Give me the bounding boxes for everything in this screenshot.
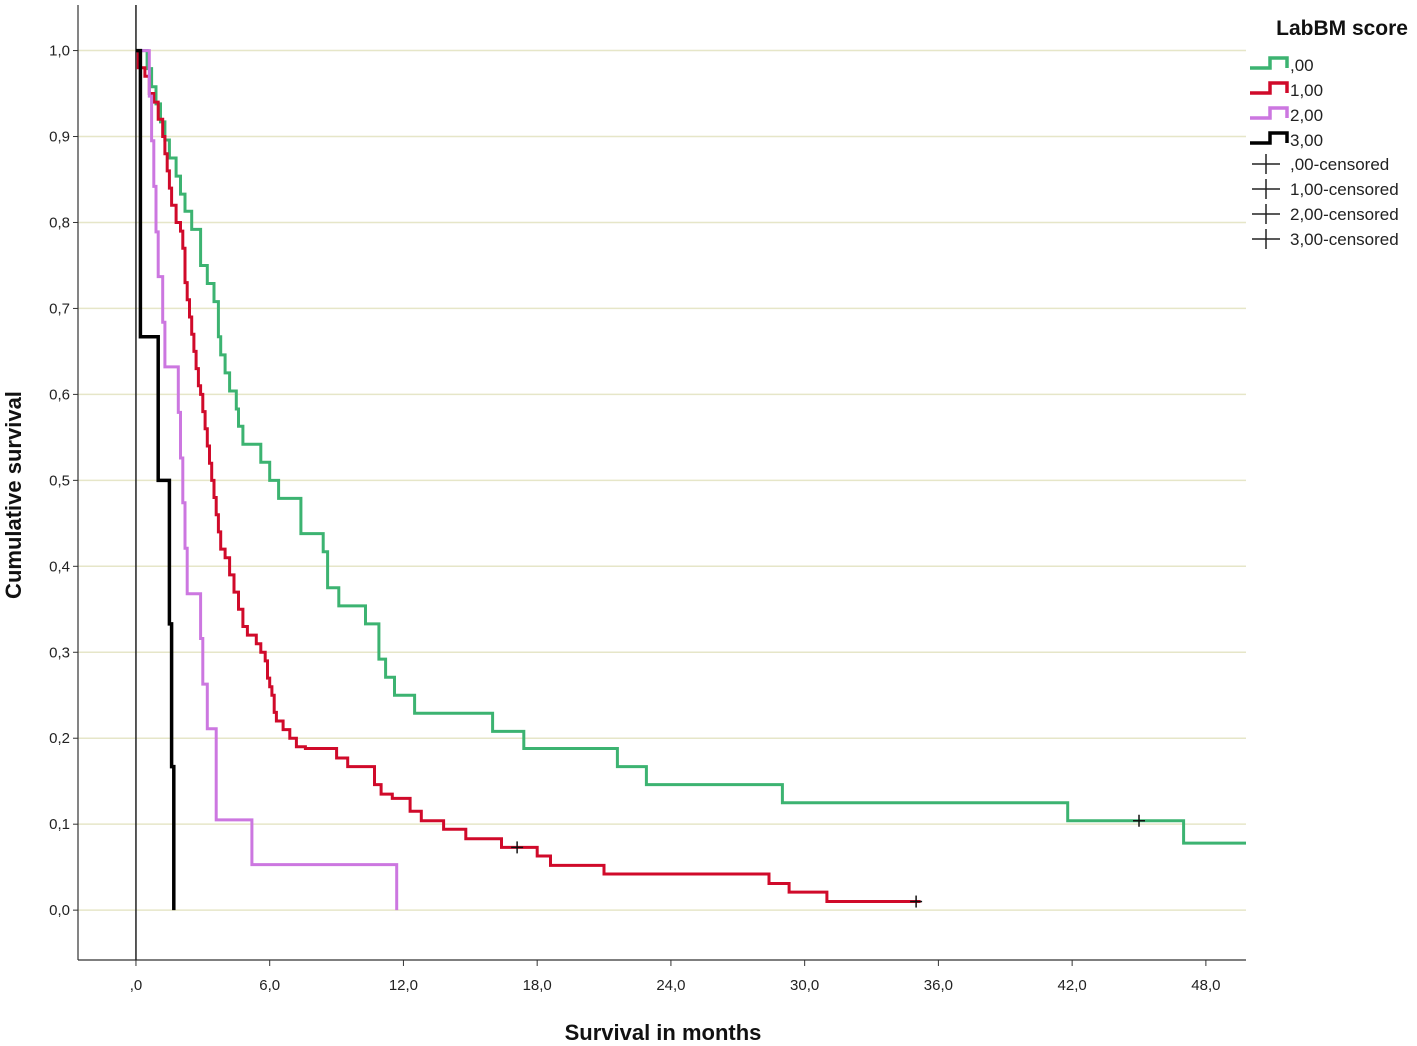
survival-curve-series-3 [136, 48, 176, 911]
legend-label: 1,00 [1290, 81, 1323, 100]
censored-marker [1133, 814, 1146, 827]
grid-lines [78, 49, 1246, 911]
x-tick-label: ,0 [130, 977, 143, 994]
legend-swatch [1250, 106, 1289, 120]
x-tick-label: 36,0 [924, 977, 953, 994]
y-tick-label: 1,0 [49, 43, 70, 60]
legend-swatch [1250, 81, 1289, 95]
x-tick-label: 12,0 [389, 977, 418, 994]
legend-item-censored-2: 2,00-censored [1252, 204, 1399, 224]
y-tick-label: 0,3 [49, 644, 70, 661]
y-tick-label: 0,8 [49, 214, 70, 231]
survival-curve-series-1 [136, 49, 921, 903]
legend-item-censored-1: 1,00-censored [1252, 179, 1399, 199]
x-axis-title: Survival in months [565, 1020, 762, 1045]
y-tick-label: 0,7 [49, 300, 70, 317]
legend-label: 2,00-censored [1290, 205, 1399, 224]
legend-label: 2,00 [1290, 106, 1323, 125]
survival-curve-series-0 [136, 49, 1246, 845]
legend: LabBM score ,00 1,00 2,00 3,00 ,00-censored 1… [1250, 17, 1408, 249]
legend-swatch [1250, 131, 1289, 145]
y-tick-label: 0,2 [49, 730, 70, 747]
survival-curve-series-2 [136, 49, 399, 911]
survival-curves [136, 48, 1246, 911]
legend-item-series-3: 3,00 [1250, 131, 1323, 150]
legend-label: ,00 [1290, 56, 1314, 75]
x-tick-label: 30,0 [790, 977, 819, 994]
legend-label: ,00-censored [1290, 155, 1389, 174]
x-tick-label: 24,0 [656, 977, 685, 994]
axes [77, 5, 1246, 961]
y-tick-label: 0,6 [49, 386, 70, 403]
y-tick-label: 0,0 [49, 902, 70, 919]
legend-item-series-1: 1,00 [1250, 81, 1323, 100]
censored-marker [511, 841, 524, 854]
censored-marker [910, 895, 923, 908]
x-tick-label: 6,0 [259, 977, 280, 994]
legend-label: 3,00-censored [1290, 230, 1399, 249]
legend-swatch [1250, 56, 1289, 70]
y-tick-label: 0,4 [49, 558, 70, 575]
x-tick-label: 48,0 [1191, 977, 1220, 994]
x-tick-label: 18,0 [523, 977, 552, 994]
y-tick-label: 0,1 [49, 816, 70, 833]
legend-item-series-2: 2,00 [1250, 106, 1323, 125]
y-axis-title: Cumulative survival [1, 391, 26, 599]
legend-label: 3,00 [1290, 131, 1323, 150]
y-tick-label: 0,5 [49, 472, 70, 489]
legend-label: 1,00-censored [1290, 180, 1399, 199]
y-tick-label: 0,9 [49, 129, 70, 146]
legend-item-censored-0: ,00-censored [1252, 154, 1389, 174]
censored-markers [511, 814, 1146, 908]
legend-title: LabBM score [1276, 17, 1408, 40]
tick-labels: 0,0 0,1 0,2 0,3 0,4 0,5 0,6 0,7 0,8 0,9 1,0 ,0 6,0 12… [49, 43, 1220, 994]
legend-item-censored-3: 3,00-censored [1252, 229, 1399, 249]
x-tick-label: 42,0 [1058, 977, 1087, 994]
legend-item-series-0: ,00 [1250, 56, 1314, 75]
